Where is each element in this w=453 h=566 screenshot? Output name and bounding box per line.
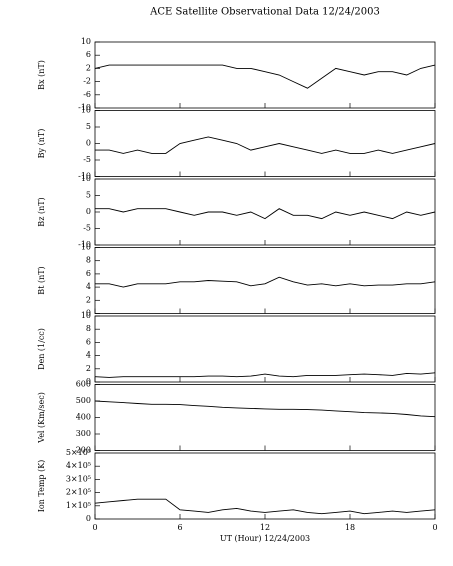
data-line — [95, 136, 436, 154]
x-tick-label: 18 — [345, 523, 355, 532]
data-line — [94, 400, 436, 418]
y-tick-label: 0 — [86, 514, 91, 523]
y-tick-label: 2 — [86, 295, 91, 304]
y-tick-label: 10 — [81, 106, 91, 115]
y-axis-label: Den (1/cc) — [37, 328, 46, 370]
y-tick-label: 300 — [76, 429, 91, 438]
y-tick-label: -10 — [78, 103, 91, 112]
y-tick-label: 6 — [86, 50, 91, 59]
y-tick-label: 4 — [86, 282, 91, 291]
y-tick-label: 1×10⁵ — [66, 501, 91, 510]
y-axis-label: Bt (nT) — [37, 266, 46, 294]
panel-frame — [94, 384, 436, 451]
y-tick-label: 4×10⁵ — [66, 461, 91, 470]
y-tick-label: 10 — [81, 311, 91, 320]
x-axis-label: UT (Hour) 12/24/2003 — [220, 534, 310, 543]
y-tick-label: -2 — [83, 77, 91, 86]
y-tick-label: 10 — [81, 243, 91, 252]
y-tick-label: 0 — [86, 207, 91, 216]
data-line — [95, 276, 436, 288]
panel-frame — [94, 315, 436, 383]
y-tick-label: -10 — [78, 240, 91, 249]
y-axis-label: Bx (nT) — [37, 60, 46, 90]
x-tick-label: 0 — [432, 523, 437, 532]
y-tick-label: 600 — [76, 380, 91, 389]
chart-title: ACE Satellite Observational Data 12/24/2… — [149, 7, 380, 18]
panel-frame — [94, 178, 436, 246]
y-axis-label: By (nT) — [37, 129, 46, 159]
y-tick-label: 10 — [81, 37, 91, 46]
y-tick-label: 0 — [86, 377, 91, 386]
y-tick-label: 6 — [86, 269, 91, 278]
panel-frame — [94, 110, 436, 177]
panel-frame — [94, 452, 436, 520]
x-tick-label: 0 — [92, 523, 97, 532]
y-tick-label: 10 — [81, 174, 91, 183]
x-tick-label: 12 — [260, 523, 270, 532]
y-tick-label: 6 — [86, 337, 91, 346]
y-tick-label: 8 — [86, 324, 91, 333]
y-tick-label: 2×10⁵ — [66, 488, 91, 497]
data-line — [94, 498, 436, 515]
data-line — [95, 208, 436, 220]
x-tick-label: 6 — [177, 523, 182, 532]
y-tick-label: -6 — [83, 90, 91, 99]
y-tick-label: -5 — [83, 224, 91, 233]
panel-frame — [94, 41, 436, 109]
y-axis-label: Vel (Km/sec) — [37, 392, 46, 444]
y-tick-label: 0 — [86, 309, 91, 318]
y-tick-label: 200 — [76, 446, 91, 455]
y-tick-label: 400 — [76, 413, 91, 422]
y-tick-label: 2 — [86, 364, 91, 373]
data-line — [94, 372, 436, 378]
y-tick-label: -10 — [78, 172, 91, 181]
y-tick-label: 5×10⁵ — [66, 448, 91, 457]
y-tick-label: 4 — [86, 351, 91, 360]
data-line — [94, 64, 436, 89]
y-tick-label: 0 — [86, 139, 91, 148]
y-tick-label: 5 — [86, 122, 91, 131]
panel-frame — [94, 247, 436, 314]
y-tick-label: -5 — [83, 155, 91, 164]
y-tick-label: 8 — [86, 256, 91, 265]
y-axis-label: Ion Temp (K) — [37, 460, 46, 513]
y-tick-label: 5 — [86, 191, 91, 200]
y-tick-label: 500 — [76, 396, 91, 405]
y-axis-label: Bz (nT) — [37, 197, 46, 226]
y-tick-label: 3×10⁵ — [66, 474, 91, 483]
y-tick-label: 2 — [86, 63, 91, 72]
